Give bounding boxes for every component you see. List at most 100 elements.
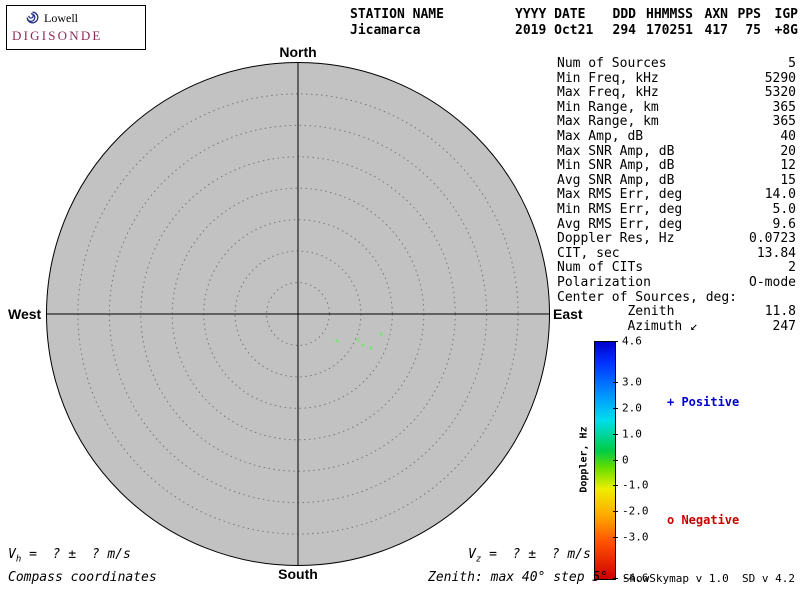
stat-label: Max SNR Amp, dB <box>557 143 675 159</box>
stat-label: CIT, sec <box>557 245 620 261</box>
colorbar-tick-label: -3.0 <box>622 530 649 544</box>
stats-panel: Num of Sources 5 Min Freq, kHz 5290 Max Freq… <box>557 56 796 334</box>
stat-label: Num of Sources <box>557 56 667 71</box>
vz-subscript: z <box>475 554 482 565</box>
vh-rest: = ? ± ? m/s <box>21 547 131 562</box>
colorbar-tick-mark <box>613 341 618 342</box>
stat-value: 5 <box>788 56 796 71</box>
stat-value: 5320 <box>764 85 796 101</box>
colorbar-tick-mark <box>613 459 618 461</box>
colorbar-tick-mark <box>613 485 618 487</box>
header-value: 75 <box>745 23 761 38</box>
header-label: IGP <box>774 7 798 22</box>
colorbar-axis-label: Doppler, Hz <box>578 426 590 493</box>
stat-label: Min Range, km <box>557 99 659 115</box>
logo-product-text: DIGISONDE <box>12 28 103 43</box>
stat-row: Max Freq, kHz 5320 <box>557 86 796 101</box>
logo-brand-row: Lowell <box>12 9 140 28</box>
source-point <box>361 343 365 347</box>
stat-value: 15 <box>780 172 796 188</box>
lowell-logo: Lowell DIGISONDE <box>6 5 146 50</box>
vz-rest: = ? ± ? m/s <box>481 547 591 562</box>
zenith-range-note: Zenith: max 40° step 5° <box>428 570 609 585</box>
stat-row: Avg SNR Amp, dB 15 <box>557 172 796 189</box>
stat-value: 5290 <box>764 70 796 86</box>
stat-row: Zenith 11.8 <box>557 304 796 320</box>
colorbar-tick-label: -1.0 <box>622 478 649 492</box>
stat-label: Max Range, km <box>557 114 659 130</box>
stat-label: Zenith <box>557 304 675 320</box>
source-point <box>356 338 360 342</box>
stat-label: Min RMS Err, deg <box>557 201 683 217</box>
vz-value: Vz = ? ± ? m/s <box>468 547 591 565</box>
source-point <box>379 332 383 336</box>
stat-row: Avg RMS Err, deg 9.6 <box>557 216 796 233</box>
stat-label: Avg SNR Amp, dB <box>557 172 675 188</box>
stat-value: 247 <box>772 318 796 334</box>
vh-symbol: V <box>8 547 16 562</box>
stat-value: 14.0 <box>764 187 796 203</box>
colorbar-tick-label: 2.0 <box>622 401 642 415</box>
header-label: PPS <box>737 7 761 22</box>
colorbar-tick-label: 0 <box>622 453 629 466</box>
header-value: 417 <box>704 23 728 38</box>
colorbar <box>594 341 616 580</box>
stat-label: Center of Sources, deg: <box>557 289 738 305</box>
stat-row: Min RMS Err, deg 5.0 <box>557 201 796 218</box>
header-value: Jicamarca <box>350 23 421 38</box>
stat-label: Doppler Res, Hz <box>557 231 675 247</box>
header-label: AXN <box>704 7 728 22</box>
negative-legend: o Negative <box>667 513 740 527</box>
stat-row: Max Range, km 365 <box>557 115 796 130</box>
source-point <box>335 339 339 343</box>
stat-value: 0.0723 <box>749 231 796 247</box>
header-value: +8G <box>774 23 798 38</box>
colorbar-tick-mark <box>613 578 618 579</box>
positive-legend: + Positive <box>667 395 740 409</box>
header-label: DDD <box>612 7 636 22</box>
header-label: HHMMSS <box>646 7 693 22</box>
stat-value: 12 <box>780 158 796 174</box>
vh-subscript: h <box>15 554 22 565</box>
stat-row: Polarization O-mode <box>557 275 796 291</box>
colorbar-tick-mark <box>613 536 618 538</box>
stat-value: 5.0 <box>772 201 796 217</box>
logo-brand-text: Lowell <box>44 11 78 25</box>
compass-coordinates-note: Compass coordinates <box>8 570 157 585</box>
header-value: 170251 <box>646 23 693 38</box>
vh-value: Vh = ? ± ? m/s <box>8 547 131 565</box>
stat-row: Doppler Res, Hz 0.0723 <box>557 232 796 247</box>
stat-row: Min Freq, kHz 5290 <box>557 70 796 87</box>
stat-row: Max SNR Amp, dB 20 <box>557 143 796 160</box>
stat-value: 2 <box>788 260 796 276</box>
colorbar-tick-mark <box>613 382 618 384</box>
stat-row: CIT, sec 13.84 <box>557 245 796 262</box>
colorbar-tick-label: 4.6 <box>622 334 642 348</box>
stat-row: Min Range, km 365 <box>557 99 796 116</box>
header-value: 294 <box>612 23 636 38</box>
colorbar-tick-label: 1.0 <box>622 427 642 441</box>
colorbar-tick-label: -4.6 <box>622 571 649 585</box>
vz-symbol: V <box>468 547 476 562</box>
stat-row: Num of Sources 5 <box>557 56 796 72</box>
lowell-swirl-icon <box>26 9 39 28</box>
stat-value: 365 <box>772 99 796 115</box>
header-label: STATION NAME <box>350 7 444 22</box>
stat-row: Max Amp, dB 40 <box>557 129 796 145</box>
colorbar-tick-mark <box>613 511 618 513</box>
stat-row: Min SNR Amp, dB 12 <box>557 159 796 174</box>
colorbar-tick-mark <box>613 433 618 435</box>
colorbar-ticks: 4.6 3.0 2.0 1.0 0 -1.0 -2.0 -3.0 -4.6 <box>613 336 659 584</box>
header-label: YYYY DATE <box>515 7 586 22</box>
colorbar-tick-mark <box>613 407 618 409</box>
stat-value: 365 <box>772 114 796 130</box>
version-text: ShowSkymap v 1.0 SD v 4.2 <box>622 572 795 585</box>
stat-value: 9.6 <box>772 216 796 232</box>
stat-row: Num of CITs 2 <box>557 261 796 276</box>
skymap-sources <box>335 332 383 350</box>
stat-row: Max RMS Err, deg 14.0 <box>557 188 796 203</box>
stat-label: Max RMS Err, deg <box>557 187 683 203</box>
colorbar-tick-label: 3.0 <box>622 375 642 389</box>
header-value: 2019 Oct21 <box>515 23 594 38</box>
